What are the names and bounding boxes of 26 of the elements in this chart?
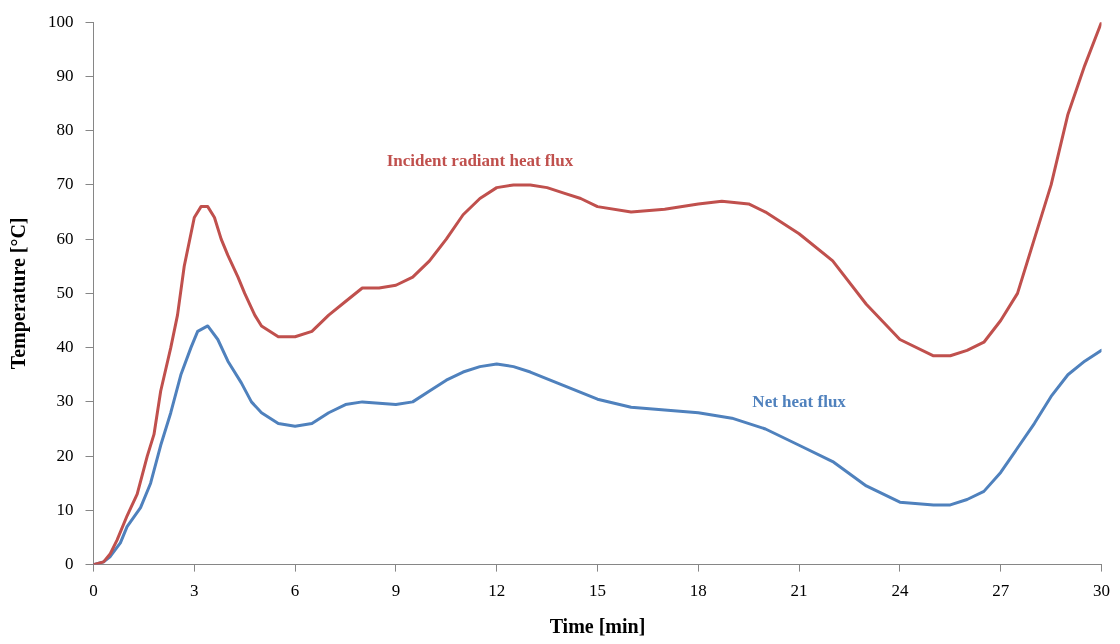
y-tick-label: 20 bbox=[56, 445, 74, 465]
x-tick-label: 18 bbox=[689, 581, 707, 601]
x-axis-title: Time [min] bbox=[549, 615, 646, 638]
y-tick-label: 70 bbox=[56, 174, 74, 194]
x-tick-label: 30 bbox=[1093, 581, 1110, 601]
x-tick-label: 0 bbox=[89, 581, 98, 601]
x-tick-label: 21 bbox=[790, 581, 808, 601]
x-tick-label: 6 bbox=[290, 581, 300, 601]
y-tick-label: 100 bbox=[48, 11, 74, 31]
y-tick-label: 50 bbox=[56, 282, 74, 302]
y-tick-label: 40 bbox=[56, 337, 74, 357]
series-label: Net heat flux bbox=[752, 392, 847, 412]
x-tick-label: 27 bbox=[992, 581, 1010, 601]
y-tick-label: 30 bbox=[56, 391, 74, 411]
x-tick-label: 24 bbox=[891, 581, 909, 601]
x-tick-label: 9 bbox=[391, 581, 401, 601]
x-tick-label: 12 bbox=[488, 581, 506, 601]
series-label: Incident radiant heat flux bbox=[386, 151, 574, 171]
y-tick-label: 80 bbox=[56, 120, 74, 140]
x-tick-label: 15 bbox=[589, 581, 606, 601]
y-axis-title: Temperature [°C] bbox=[7, 217, 31, 370]
y-tick-label: 10 bbox=[56, 499, 74, 519]
y-tick-label: 60 bbox=[56, 228, 74, 248]
x-tick-label: 3 bbox=[190, 581, 199, 601]
y-tick-label: 90 bbox=[56, 65, 74, 85]
y-tick-label: 0 bbox=[65, 554, 74, 574]
